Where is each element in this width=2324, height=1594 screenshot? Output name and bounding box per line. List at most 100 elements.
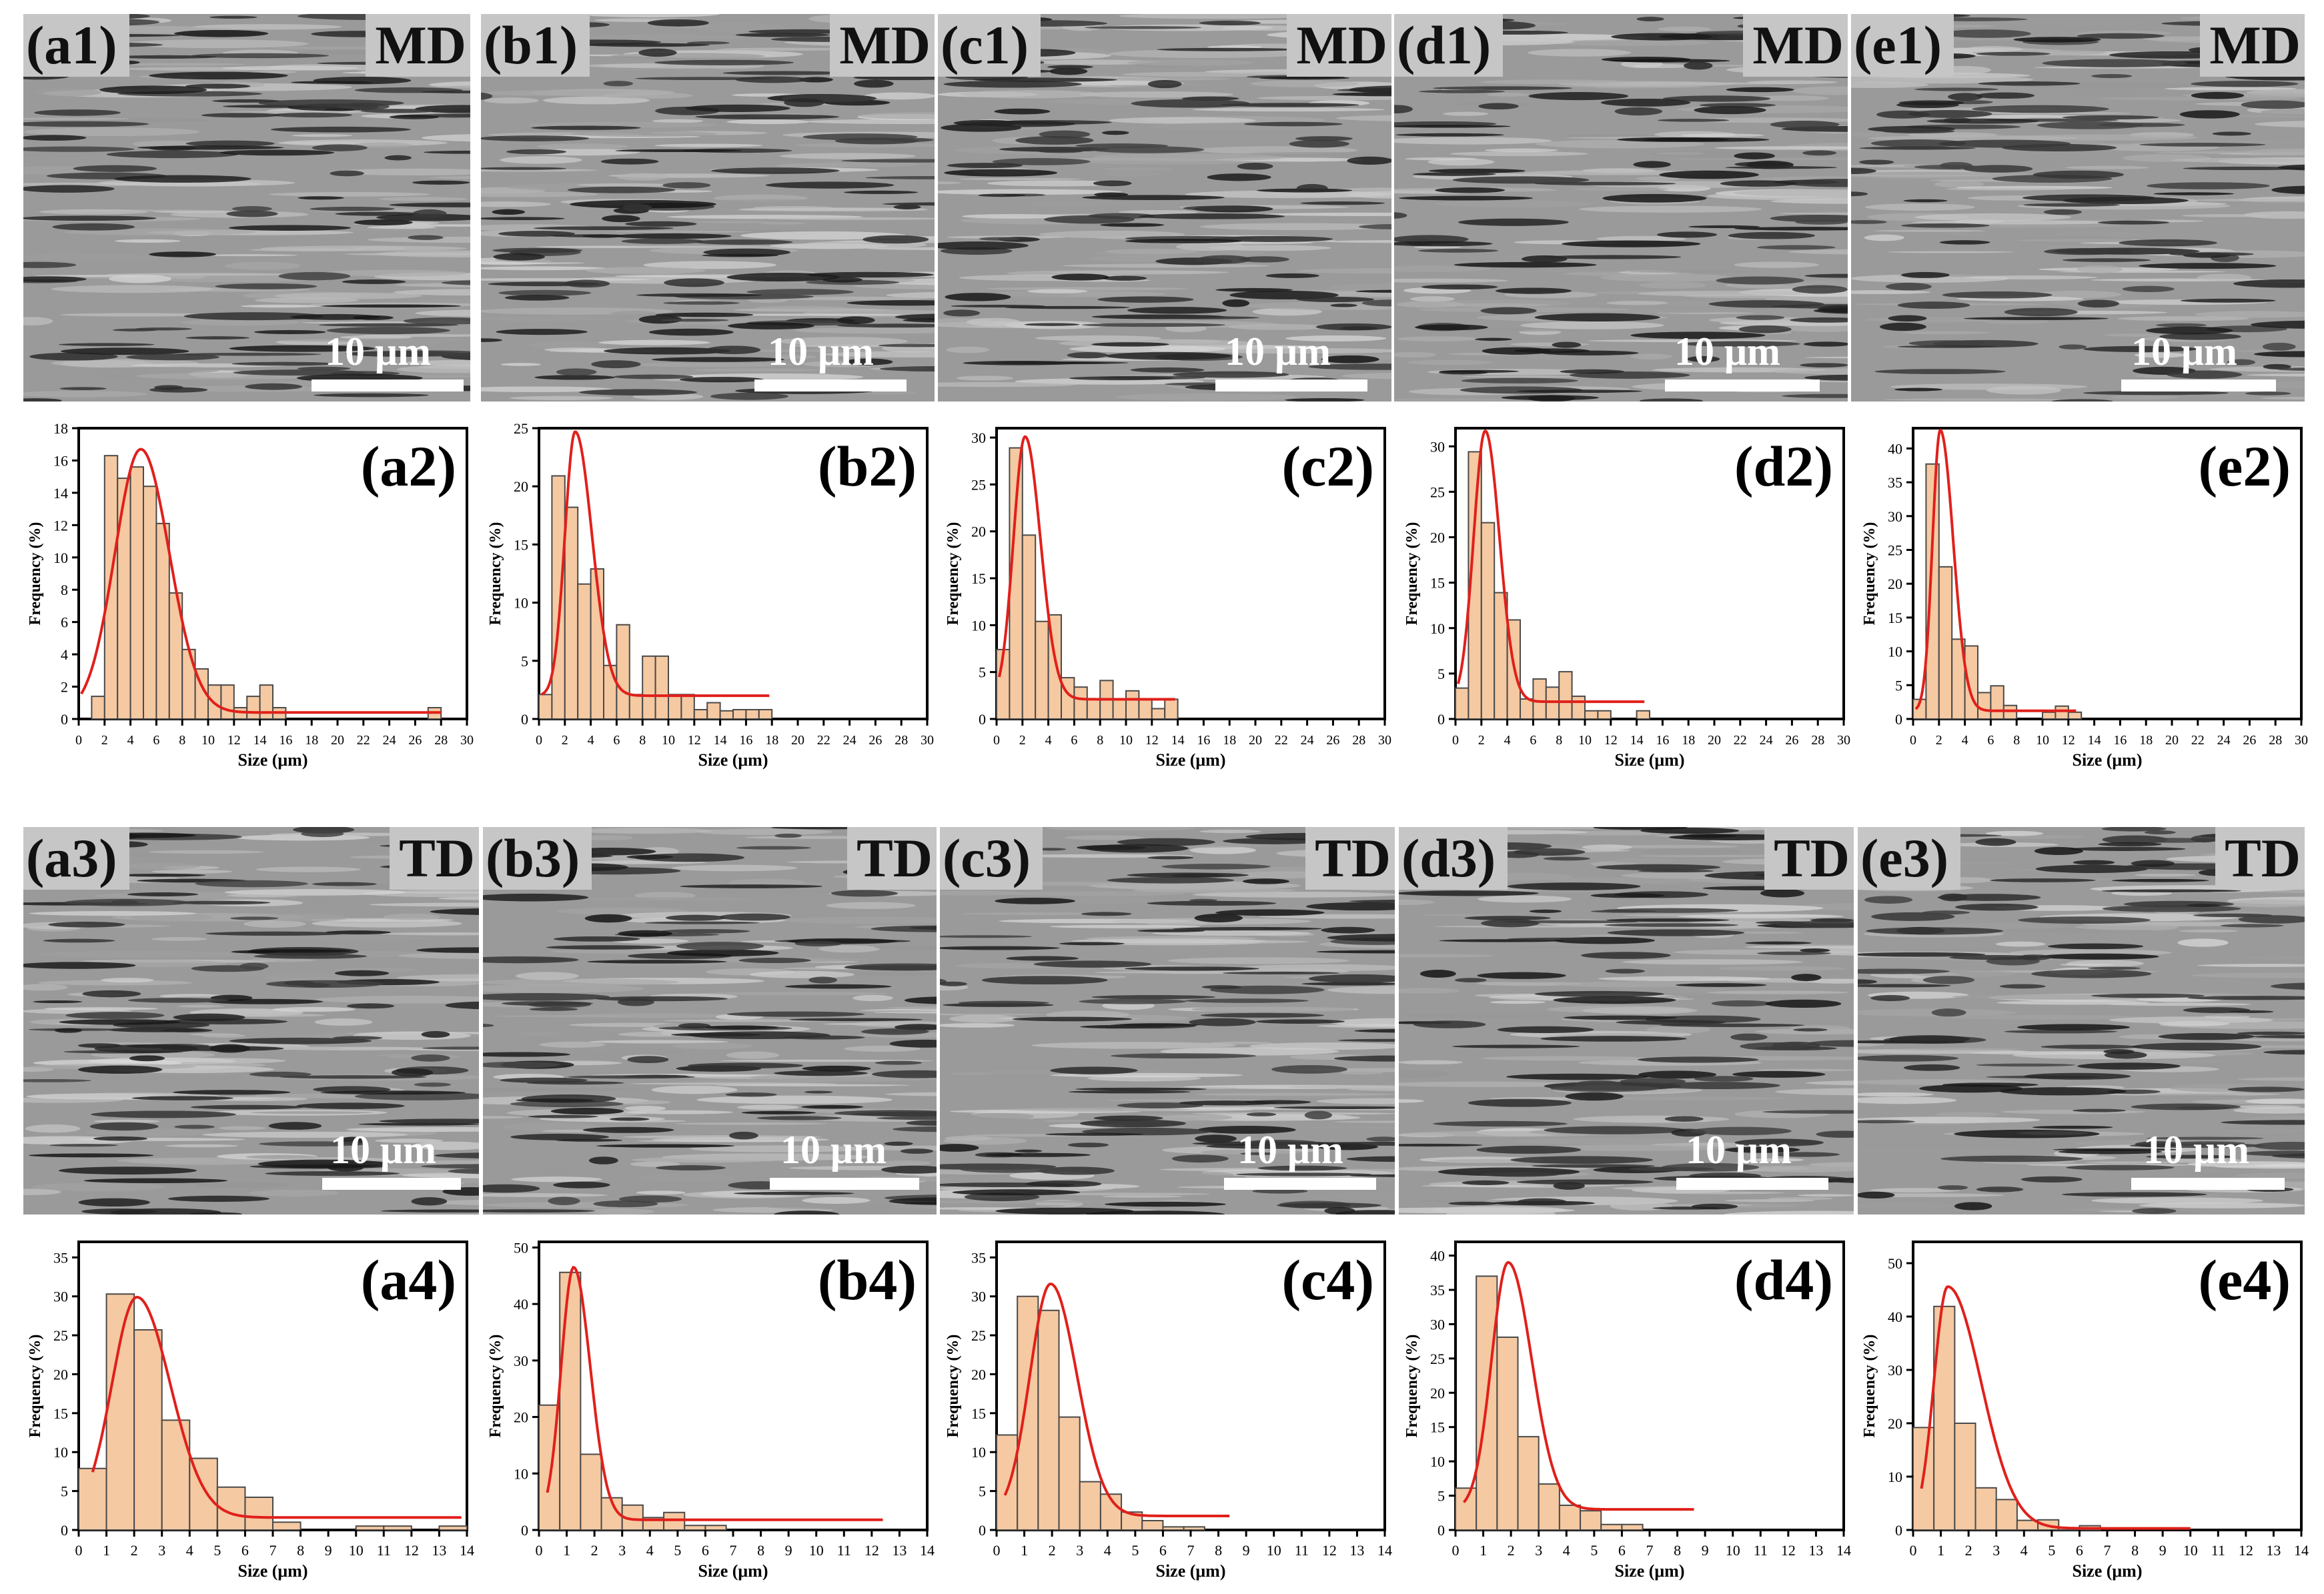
sem-pore: [23, 261, 77, 268]
sem-pore: [376, 213, 470, 221]
sem-pore: [1756, 245, 1836, 250]
sem-pore: [1215, 909, 1325, 916]
histogram-bar: [668, 694, 682, 720]
sem-lamella: [1399, 1099, 1425, 1103]
sem-pore: [174, 29, 269, 37]
histogram-bar: [1600, 1523, 1623, 1531]
y-tick-label: 18: [53, 420, 68, 437]
sem-image-e3: (e3) TD 10 μm: [1858, 827, 2305, 1215]
sem-pore: [1454, 978, 1487, 982]
sem-pore: [1337, 1038, 1395, 1042]
sem-pore: [1617, 137, 1728, 142]
sem-pore: [1605, 968, 1645, 974]
sem-pore: [2167, 370, 2243, 379]
sem-pore: [1161, 864, 1271, 870]
sem-lamella: [23, 984, 68, 991]
x-tick-label: 20: [1708, 733, 1721, 748]
x-tick-label: 16: [739, 733, 752, 748]
sem-pore: [1940, 1155, 2083, 1162]
sem-lamella: [2065, 165, 2150, 169]
sem-lamella: [946, 346, 990, 353]
sem-pore: [2032, 170, 2125, 179]
sem-pore: [1510, 1156, 1653, 1164]
x-tick-label: 6: [1071, 733, 1077, 748]
sem-pore: [1349, 85, 1391, 94]
sem-pore: [312, 882, 377, 886]
sem-pore: [618, 1195, 682, 1203]
sem-lamella: [778, 337, 909, 346]
sem-pore: [662, 182, 711, 189]
sem-pore: [1816, 1130, 1854, 1138]
sem-pore: [1975, 838, 2016, 846]
sem-pore: [2146, 1154, 2236, 1159]
sem-lamella: [1771, 368, 1848, 375]
sem-lamella: [63, 228, 256, 235]
plot-frame: [1912, 427, 2303, 720]
sem-pore: [320, 1090, 466, 1095]
sem-pore: [802, 133, 918, 141]
sem-pore: [2180, 298, 2276, 303]
direction-label: MD: [366, 14, 470, 77]
sem-lamella: [114, 63, 245, 66]
sem-pore: [2131, 1103, 2241, 1110]
sem-pore: [265, 1171, 400, 1176]
y-tick-label: 4: [61, 646, 68, 663]
sem-lamella: [481, 201, 552, 207]
sem-lamella: [783, 916, 937, 924]
sem-pore: [249, 1071, 312, 1077]
sem-pore: [1194, 914, 1243, 922]
sem-lamella: [1328, 283, 1391, 291]
x-tick-label: 28: [2269, 733, 2282, 748]
x-tick-label: 20: [1249, 733, 1262, 748]
sem-pore: [2016, 1024, 2131, 1031]
sem-pore: [185, 140, 275, 147]
sem-pore: [430, 908, 479, 915]
sem-lamella: [947, 235, 1067, 239]
sem-lamella: [1285, 335, 1387, 341]
sem-lamella: [795, 143, 935, 148]
sem-pore: [2062, 258, 2151, 262]
histogram-bar: [1545, 686, 1560, 720]
sem-lamella: [2215, 1164, 2305, 1169]
sem-lamella: [574, 828, 713, 834]
sem-pore: [1637, 1056, 1759, 1063]
sem-pore: [1242, 878, 1289, 884]
y-tick-label: 10: [1430, 620, 1445, 637]
sem-pore: [564, 279, 610, 288]
sem-lamella: [346, 1126, 479, 1132]
sem-pore: [1802, 150, 1837, 156]
sem-pore: [945, 293, 1011, 301]
y-tick-label: 30: [1430, 438, 1445, 455]
sem-pore: [1756, 951, 1831, 955]
sem-pore: [228, 225, 352, 231]
sem-pore: [1813, 307, 1848, 314]
sem-pore: [1117, 1102, 1203, 1108]
sem-lamella: [1792, 86, 1848, 95]
x-tick-label: 8: [179, 733, 185, 748]
sem-pore: [1791, 974, 1822, 982]
sem-pore: [1005, 305, 1131, 309]
sem-pore: [1724, 1146, 1800, 1153]
sem-pore: [1240, 1152, 1276, 1155]
sem-pore: [492, 247, 583, 253]
fit-curve: [1456, 429, 1645, 704]
histogram-bar: [693, 709, 708, 720]
x-tick-label: 6: [2076, 1542, 2083, 1559]
sem-lamella: [38, 980, 193, 986]
sem-lamella: [1288, 1084, 1395, 1089]
sem-lamella: [674, 1122, 828, 1125]
sem-pore: [1295, 136, 1353, 141]
y-tick-label: 0: [61, 1522, 68, 1539]
sem-lamella: [1405, 157, 1478, 161]
sem-lamella: [1333, 1120, 1395, 1123]
y-tick-label: 30: [971, 1289, 986, 1305]
sem-pore: [2122, 285, 2175, 292]
sem-pore: [2159, 333, 2241, 340]
sem-pore: [500, 1077, 588, 1083]
sem-lamella: [858, 112, 935, 119]
sem-lamella: [484, 97, 539, 104]
sem-pore: [23, 398, 62, 402]
sem-pore: [1720, 180, 1797, 187]
y-tick-label: 20: [514, 478, 528, 495]
sem-pore: [1185, 998, 1309, 1003]
